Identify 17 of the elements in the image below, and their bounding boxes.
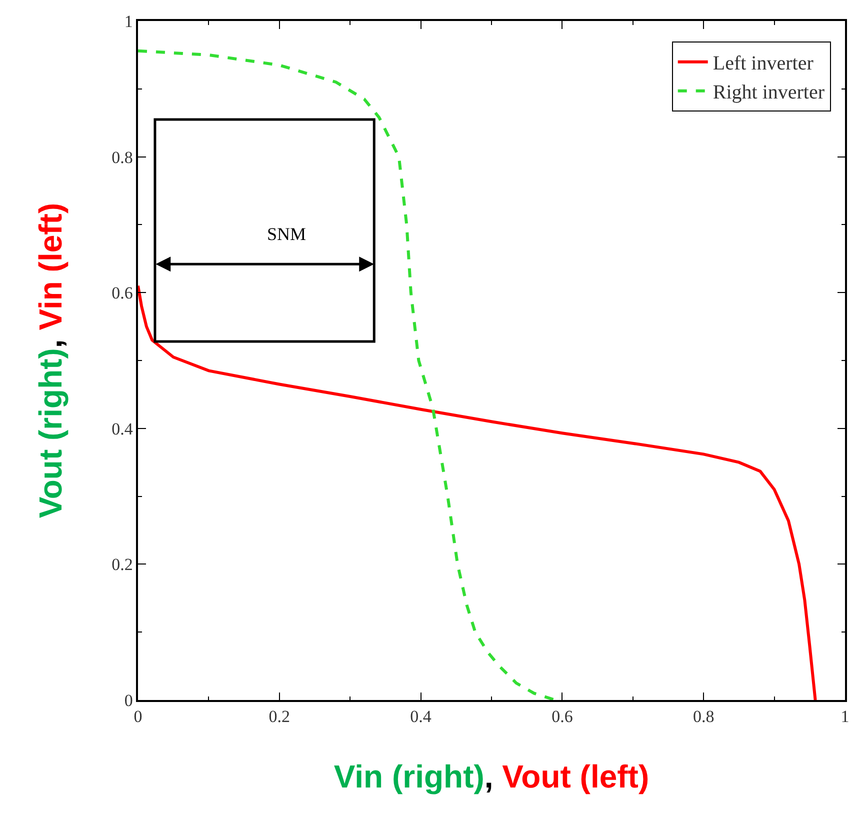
y-tick-label: 0	[124, 690, 133, 710]
legend-label: Right inverter	[712, 82, 825, 104]
y-tick-label: 1	[124, 12, 133, 31]
annotation: SNM	[267, 224, 306, 244]
x-tick-label: 1	[840, 707, 850, 726]
y-tick-label: 0.4	[112, 419, 134, 438]
x-tick-label: 0.2	[268, 707, 290, 726]
legend-label: Left inverter	[712, 52, 814, 75]
line-series	[138, 284, 817, 700]
y-tick-label: 0.6	[112, 284, 133, 303]
x-tick-label: 0.4	[410, 707, 432, 726]
x-tick-label: 0.8	[692, 707, 714, 726]
x-axis-title: Vin (right), Vout (left)	[334, 758, 650, 795]
y-axis-title: Vout (right), Vin (left)	[32, 202, 68, 518]
y-tick-label: 0.8	[112, 148, 133, 167]
y-tick-label: 0.2	[112, 555, 133, 574]
x-tick-label: 0.6	[552, 707, 573, 726]
